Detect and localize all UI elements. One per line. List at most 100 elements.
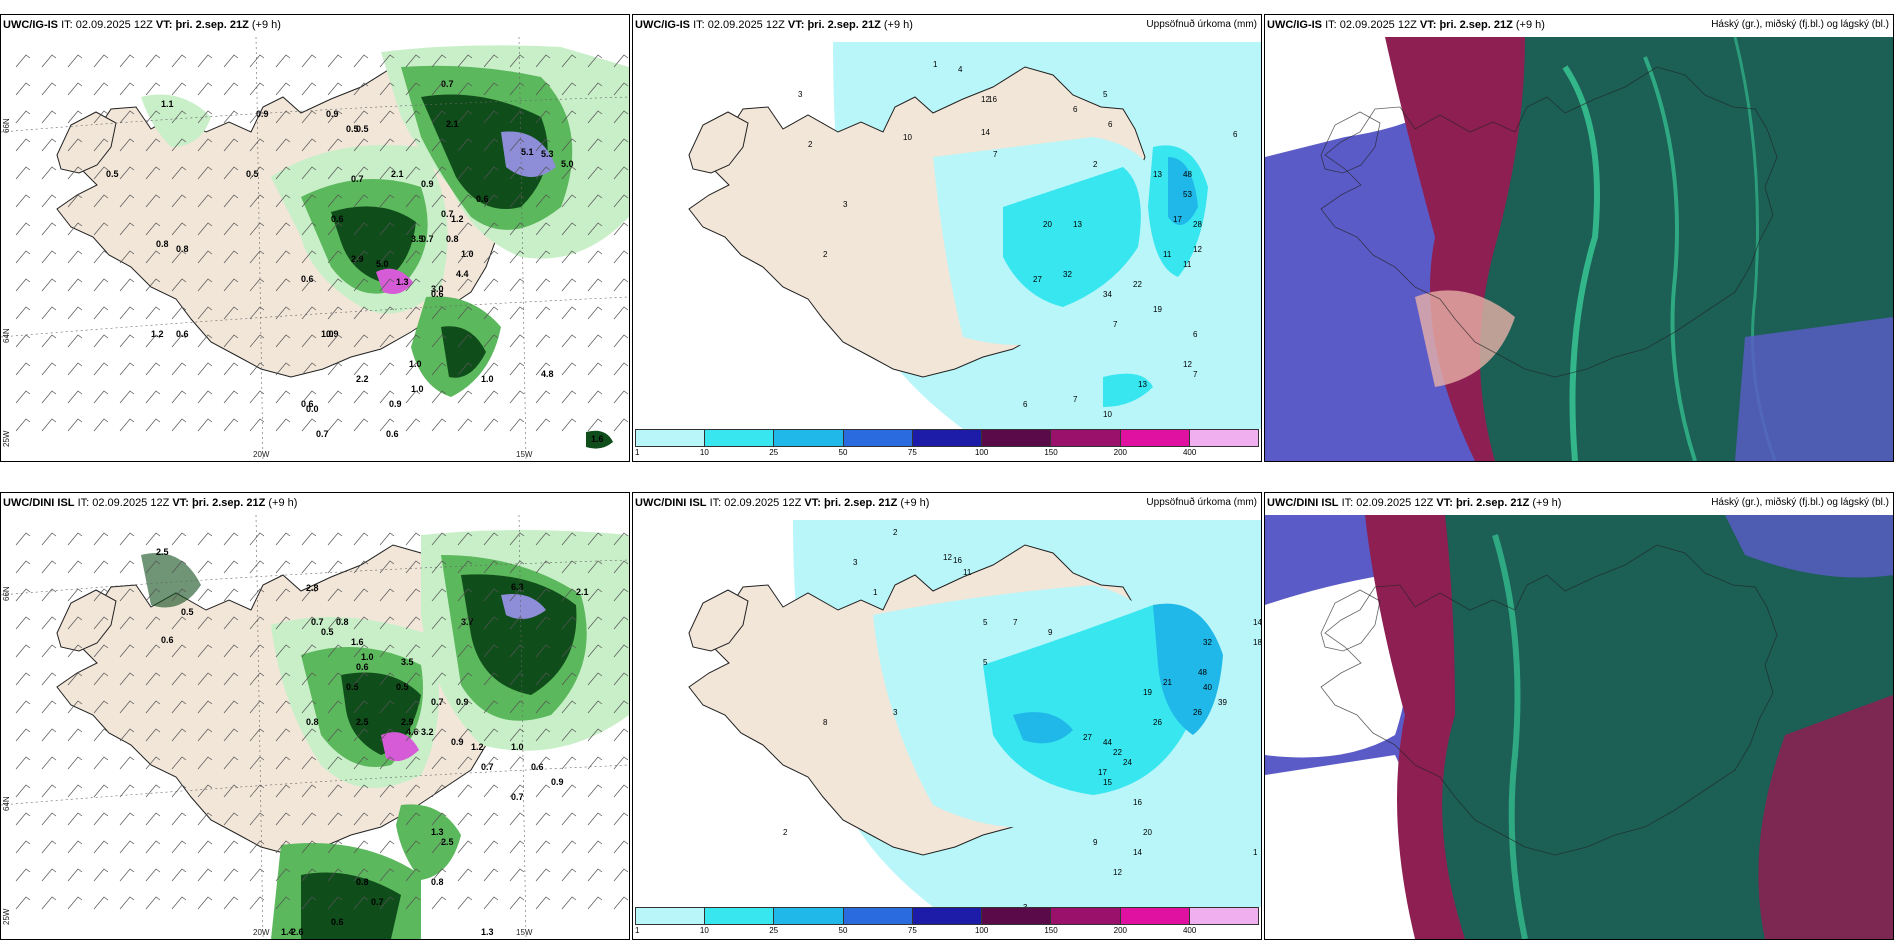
colorbar-swatch bbox=[774, 908, 844, 924]
wind-barb bbox=[535, 868, 551, 882]
wind-barb bbox=[223, 362, 239, 376]
wind-barb bbox=[353, 334, 369, 348]
wind-barb bbox=[561, 110, 577, 124]
value-label: 7 bbox=[1113, 320, 1118, 329]
wind-barb bbox=[535, 560, 551, 574]
wind-barb bbox=[301, 896, 317, 910]
value-label: 26 bbox=[1153, 718, 1162, 727]
wind-barb bbox=[145, 532, 161, 546]
wind-barb bbox=[275, 700, 291, 714]
wind-barb bbox=[327, 110, 343, 124]
wind-barb bbox=[15, 560, 31, 574]
precip-wind-map[interactable]: 66N 64N 25W 20W 15W 2.50.50.62.8 6.30.7 0.… bbox=[1, 515, 629, 939]
value-label: 5 bbox=[983, 658, 988, 667]
wind-barb bbox=[535, 306, 551, 320]
panel-ig-is-accum: UWC/IG-IS IT: 02.09.2025 12Z VT: þri. 2.… bbox=[632, 14, 1262, 462]
wind-barb bbox=[275, 756, 291, 770]
wind-barb bbox=[301, 560, 317, 574]
wind-barb bbox=[327, 390, 343, 404]
wind-barb bbox=[327, 560, 343, 574]
wind-barb bbox=[353, 644, 369, 658]
value-label: 28 bbox=[1193, 220, 1202, 229]
wind-barb bbox=[93, 784, 109, 798]
wind-barb bbox=[561, 588, 577, 602]
colorbar-swatch bbox=[982, 430, 1052, 446]
wind-barb bbox=[15, 278, 31, 292]
wind-barb bbox=[67, 390, 83, 404]
panel-title: Háský (gr.), miðský (fj.bl.) og lágský (… bbox=[1711, 19, 1889, 30]
value-label: 2 bbox=[1093, 160, 1098, 169]
wind-barb bbox=[223, 784, 239, 798]
wind-barb bbox=[171, 784, 187, 798]
wind-barb bbox=[275, 54, 291, 68]
wind-barb bbox=[561, 362, 577, 376]
wind-barb bbox=[613, 588, 629, 602]
wind-barb bbox=[93, 222, 109, 236]
wind-barb bbox=[275, 166, 291, 180]
wind-barb bbox=[353, 868, 369, 882]
wind-barb bbox=[171, 840, 187, 854]
wind-barb bbox=[405, 138, 421, 152]
wind-barb bbox=[171, 672, 187, 686]
wind-barb bbox=[483, 138, 499, 152]
wind-barb bbox=[379, 362, 395, 376]
lon-label: 20W bbox=[253, 450, 270, 459]
value-label: 13 bbox=[1138, 380, 1147, 389]
wind-barb bbox=[93, 532, 109, 546]
wind-barb bbox=[223, 250, 239, 264]
wind-barb bbox=[327, 588, 343, 602]
wind-barb bbox=[587, 588, 603, 602]
wind-barb bbox=[41, 812, 57, 826]
wind-barb bbox=[249, 896, 265, 910]
value-label: 0.0 bbox=[306, 404, 319, 414]
value-label: 0.8 bbox=[431, 877, 444, 887]
wind-barb bbox=[613, 812, 629, 826]
wind-barb bbox=[15, 896, 31, 910]
accum-precip-map[interactable]: 2311216115791418324840392621192644272224… bbox=[633, 515, 1261, 939]
value-label: 1 bbox=[1253, 848, 1258, 857]
cloud-cover-map[interactable] bbox=[1265, 515, 1893, 939]
wind-barb bbox=[509, 532, 525, 546]
value-label: 5.0 bbox=[561, 159, 574, 169]
wind-barb bbox=[93, 362, 109, 376]
wind-barb bbox=[379, 418, 395, 432]
wind-barb bbox=[249, 82, 265, 96]
wind-barb bbox=[171, 166, 187, 180]
precip-wind-map[interactable]: 66N 64N 25W 20W 15W 0.90.71.10.50.80.50.… bbox=[1, 37, 629, 461]
wind-barb bbox=[67, 840, 83, 854]
colorbar-tick: 75 bbox=[907, 448, 917, 457]
value-label: 11 bbox=[1183, 260, 1192, 269]
value-label: 6.3 bbox=[511, 582, 524, 592]
wind-barb bbox=[171, 82, 187, 96]
wind-barb bbox=[275, 222, 291, 236]
wind-barb bbox=[379, 700, 395, 714]
wind-barb bbox=[327, 250, 343, 264]
wind-barb bbox=[561, 390, 577, 404]
wind-barb bbox=[93, 896, 109, 910]
wind-barb bbox=[67, 532, 83, 546]
wind-barb bbox=[249, 812, 265, 826]
cloud-cover-map[interactable] bbox=[1265, 37, 1893, 461]
wind-barb bbox=[197, 700, 213, 714]
wind-barb bbox=[561, 812, 577, 826]
wind-barb bbox=[197, 418, 213, 432]
wind-barb bbox=[145, 138, 161, 152]
wind-barb bbox=[171, 756, 187, 770]
wind-barb bbox=[41, 616, 57, 630]
wind-barb bbox=[431, 110, 447, 124]
value-label: 0.9 bbox=[326, 329, 339, 339]
wind-barb bbox=[327, 532, 343, 546]
wind-barb bbox=[587, 784, 603, 798]
wind-barb bbox=[587, 138, 603, 152]
wind-barb bbox=[275, 644, 291, 658]
wind-barb bbox=[509, 194, 525, 208]
wind-barb bbox=[431, 278, 447, 292]
wind-barb bbox=[613, 560, 629, 574]
wind-barb bbox=[561, 784, 577, 798]
wind-barb bbox=[535, 138, 551, 152]
wind-barb bbox=[405, 896, 421, 910]
wind-barb bbox=[353, 362, 369, 376]
wind-barb bbox=[275, 362, 291, 376]
value-label: 8 bbox=[823, 718, 828, 727]
